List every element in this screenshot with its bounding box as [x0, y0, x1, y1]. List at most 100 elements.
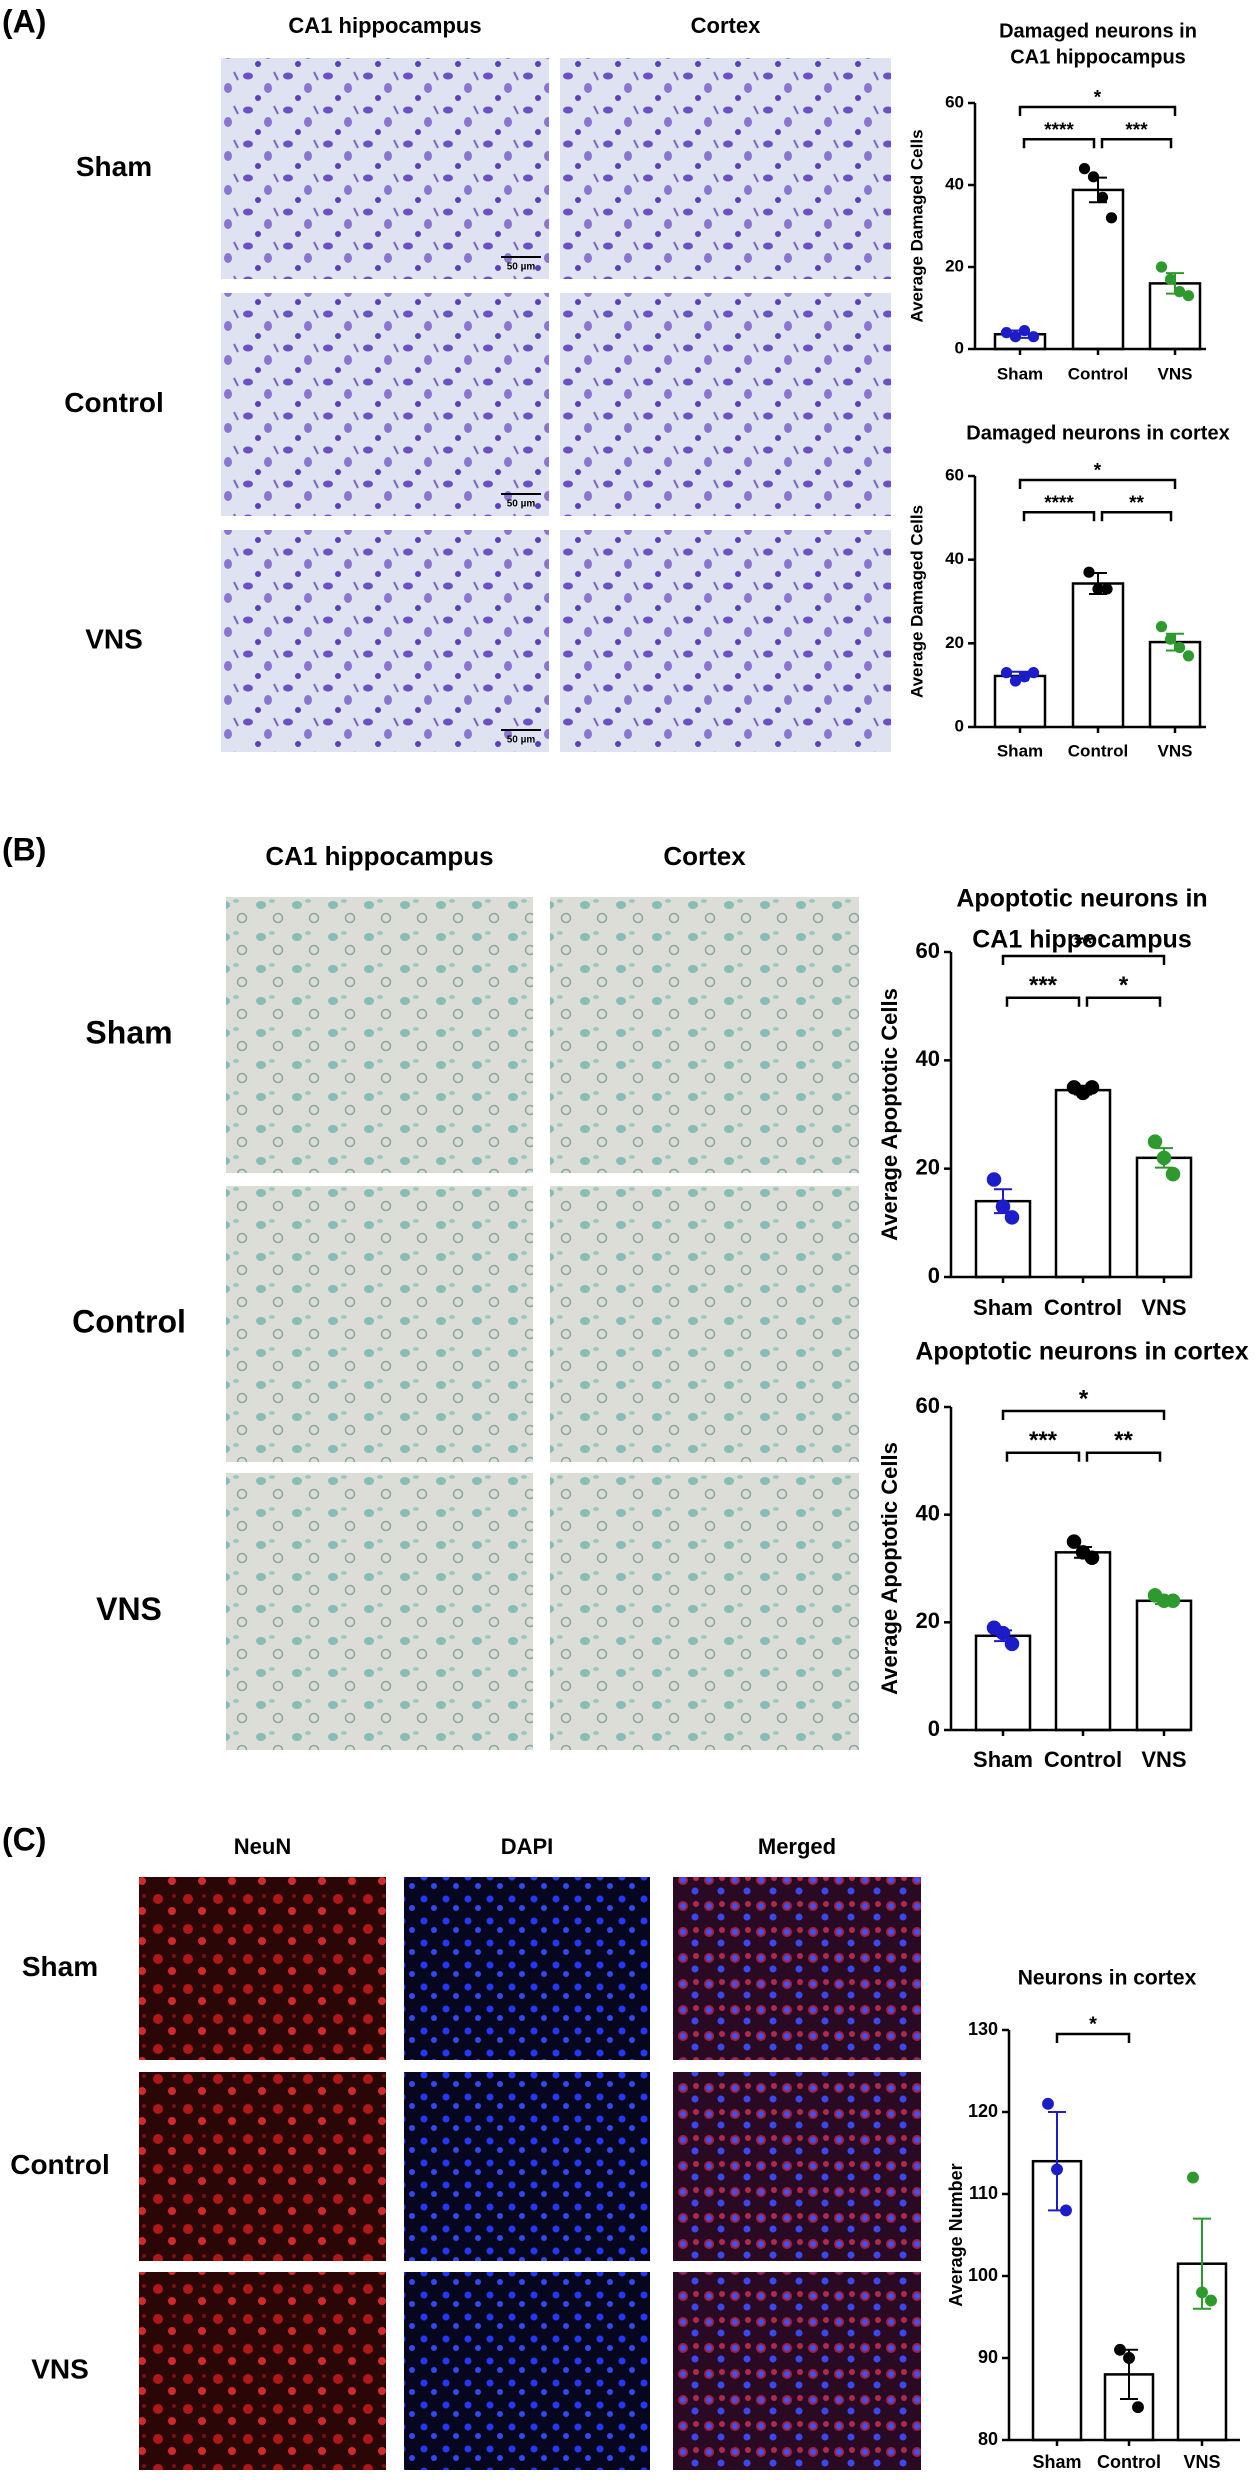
micrograph	[560, 530, 891, 752]
x-tick-label: Control	[1068, 364, 1128, 383]
row-label: Sham	[22, 1951, 98, 1982]
data-point	[1027, 331, 1040, 343]
y-tick-label: 60	[945, 92, 964, 111]
micrograph	[673, 2272, 921, 2470]
row-label: Sham	[85, 1014, 172, 1050]
micrograph	[550, 897, 859, 1173]
micrograph	[221, 293, 549, 516]
chart-title: CA1 hippocampus	[972, 926, 1191, 954]
panel-label: (A)	[2, 3, 46, 39]
y-axis-label: Average Apoptotic Cells	[877, 988, 902, 1241]
data-point	[986, 1172, 1002, 1187]
data-point	[1165, 1593, 1181, 1609]
data-point	[1114, 2343, 1126, 2356]
bar	[1071, 582, 1125, 729]
significance-bracket	[1001, 954, 1166, 965]
x-tick-label: Control	[1097, 2452, 1161, 2472]
data-point	[1087, 171, 1100, 183]
data-point	[1000, 326, 1013, 339]
y-tick-label: 60	[945, 465, 964, 484]
y-tick-label: 0	[928, 1716, 940, 1741]
micrograph	[404, 2272, 650, 2470]
data-point	[1196, 2286, 1208, 2299]
x-tick-label: VNS	[1141, 1747, 1186, 1772]
micrograph	[139, 1877, 386, 2060]
x-tick-label: Sham	[973, 1747, 1033, 1772]
x-tick-label: Control	[1068, 741, 1128, 760]
significance-label: *	[1089, 2013, 1097, 2035]
data-point	[1027, 667, 1040, 679]
chart-title: Damaged neurons in cortex	[966, 422, 1229, 444]
significance-label: *	[1094, 88, 1102, 109]
y-axis-label: Average Damaged Cells	[907, 129, 926, 322]
data-point	[1155, 261, 1168, 273]
y-tick-label: 0	[955, 716, 964, 735]
data-point	[1018, 671, 1031, 683]
x-tick-label: VNS	[1158, 741, 1193, 760]
y-tick-label: 100	[968, 2265, 998, 2285]
y-tick-label: 40	[916, 1500, 940, 1525]
data-point	[1187, 2171, 1199, 2184]
data-point	[1101, 583, 1113, 595]
y-axis-label: Average Number	[946, 2163, 966, 2306]
data-point	[1066, 1534, 1082, 1549]
row-label: Sham	[76, 151, 152, 182]
x-tick-label: VNS	[1141, 1295, 1186, 1320]
data-point	[1042, 2097, 1054, 2110]
x-tick-label: VNS	[1158, 364, 1193, 383]
data-point	[1173, 285, 1186, 298]
panel-label: (C)	[2, 1821, 46, 1857]
data-point	[1205, 2294, 1217, 2307]
data-point	[1156, 1150, 1172, 1166]
y-tick-label: 20	[916, 1154, 940, 1179]
column-header: Cortex	[663, 841, 746, 871]
y-tick-label: 20	[916, 1608, 940, 1633]
column-header: Cortex	[691, 13, 761, 38]
data-point	[1009, 675, 1022, 687]
column-header: CA1 hippocampus	[288, 13, 481, 38]
chart-title: CA1 hippocampus	[1010, 46, 1186, 68]
chart-title: Apoptotic neurons in	[956, 885, 1207, 913]
data-point	[1009, 331, 1022, 343]
x-tick-label: Sham	[997, 364, 1043, 383]
chart-title: Damaged neurons in	[999, 20, 1197, 42]
significance-bracket	[1100, 511, 1173, 522]
micrograph	[550, 1473, 859, 1750]
data-point	[1083, 566, 1095, 578]
micrograph	[226, 1473, 533, 1750]
row-label: Control	[64, 387, 164, 418]
data-point	[1000, 667, 1013, 679]
data-point	[1173, 641, 1186, 654]
scale-bar-label: 50 µm	[507, 262, 536, 273]
y-tick-label: 120	[968, 2101, 998, 2121]
data-point	[1096, 191, 1109, 203]
bar	[1054, 1551, 1112, 1732]
significance-bracket	[1100, 138, 1173, 149]
data-point	[1018, 324, 1031, 337]
y-tick-label: 40	[916, 1046, 940, 1071]
x-tick-label: Sham	[1032, 2452, 1081, 2472]
significance-label: ****	[1044, 120, 1074, 141]
significance-bracket	[1022, 511, 1096, 522]
data-point	[1164, 633, 1177, 645]
micrograph	[560, 293, 891, 516]
data-point	[1182, 650, 1195, 662]
micrograph	[673, 1877, 921, 2060]
chart-title: Apoptotic neurons in cortex	[915, 1338, 1248, 1366]
panel-label: (B)	[2, 831, 46, 867]
y-tick-label: 0	[955, 338, 964, 357]
significance-label: *	[1119, 972, 1129, 999]
column-header: Merged	[758, 1834, 836, 1859]
row-label: VNS	[85, 623, 143, 654]
x-tick-label: VNS	[1183, 2452, 1220, 2472]
y-tick-label: 20	[945, 633, 964, 652]
micrograph	[673, 2072, 921, 2261]
y-axis-label: Average Damaged Cells	[907, 505, 926, 698]
significance-bracket	[1005, 996, 1081, 1007]
data-point	[1155, 620, 1168, 633]
y-tick-label: 40	[945, 549, 964, 568]
y-tick-label: 40	[945, 174, 964, 193]
y-tick-label: 110	[969, 2183, 998, 2203]
y-tick-label: 130	[968, 2019, 998, 2039]
